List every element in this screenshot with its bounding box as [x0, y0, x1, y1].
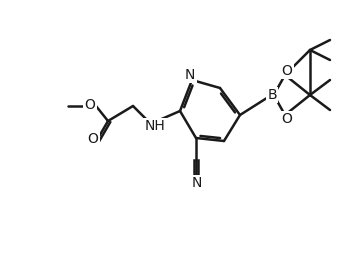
Text: O: O	[85, 98, 95, 112]
Text: O: O	[282, 64, 292, 78]
Text: O: O	[88, 132, 98, 146]
Text: N: N	[185, 68, 195, 82]
Text: NH: NH	[145, 119, 165, 133]
Text: O: O	[282, 112, 292, 126]
Text: B: B	[267, 88, 277, 102]
Text: N: N	[192, 176, 202, 190]
